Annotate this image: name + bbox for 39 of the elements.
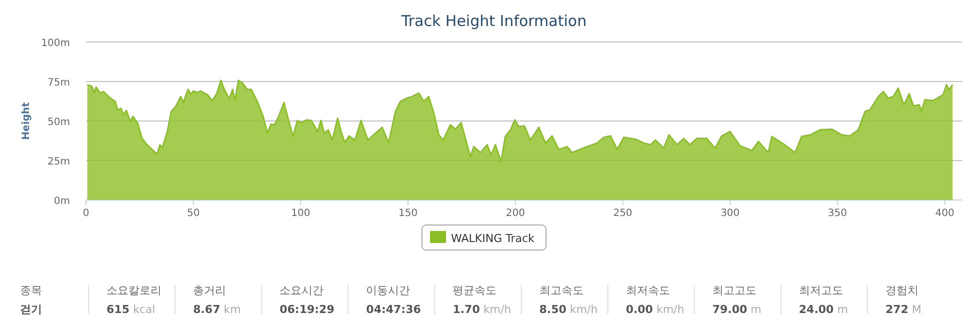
x-tick-label: 100 <box>291 208 310 219</box>
x-tick-label: 150 <box>398 208 418 219</box>
text: 이동시간 <box>366 284 410 297</box>
chart-title: Track Height Information <box>400 12 587 30</box>
y-tick-label: 75m <box>48 78 70 88</box>
text: 평균속도 <box>452 284 497 297</box>
text: 소요시간 <box>280 284 324 297</box>
x-tick-label: 250 <box>613 208 632 219</box>
text: 272 M <box>885 303 922 316</box>
text: 경험치 <box>885 284 918 297</box>
y-tick-label: 100m <box>41 38 70 49</box>
text: 최고속도 <box>539 284 584 297</box>
y-tick-label: 25m <box>48 156 70 168</box>
x-tick-label: 350 <box>828 208 848 219</box>
text: 최저속도 <box>626 284 670 297</box>
y-tick-label: 50m <box>48 117 70 128</box>
text: 걷기 <box>20 303 42 316</box>
text: 8.50 km/h <box>539 303 598 316</box>
y-tick-label: 0m <box>54 196 70 207</box>
text: 79.00 m <box>712 303 762 316</box>
text: 0.00 km/h <box>626 303 684 316</box>
text: 최저고도 <box>798 284 843 297</box>
text: 총거리 <box>193 284 226 297</box>
x-tick-label: 0 <box>82 208 90 219</box>
text: 종목 <box>20 284 42 297</box>
legend-label: WALKING Track <box>451 232 536 245</box>
text: 최고고도 <box>712 284 756 297</box>
text: 소요칼로리 <box>106 284 162 297</box>
y-axis-title: Height <box>21 102 32 140</box>
text: 615 kcal <box>106 303 156 316</box>
text: 8.67 km <box>193 303 241 316</box>
x-tick-label: 200 <box>506 208 525 219</box>
text: 06:19:29 <box>280 303 334 316</box>
x-tick-label: 400 <box>935 208 954 219</box>
x-tick-label: 300 <box>720 208 740 219</box>
text: 24.00 m <box>798 303 848 316</box>
text: 04:47:36 <box>366 303 422 316</box>
x-tick-label: 50 <box>186 208 200 219</box>
text: 1.70 km/h <box>452 303 512 316</box>
